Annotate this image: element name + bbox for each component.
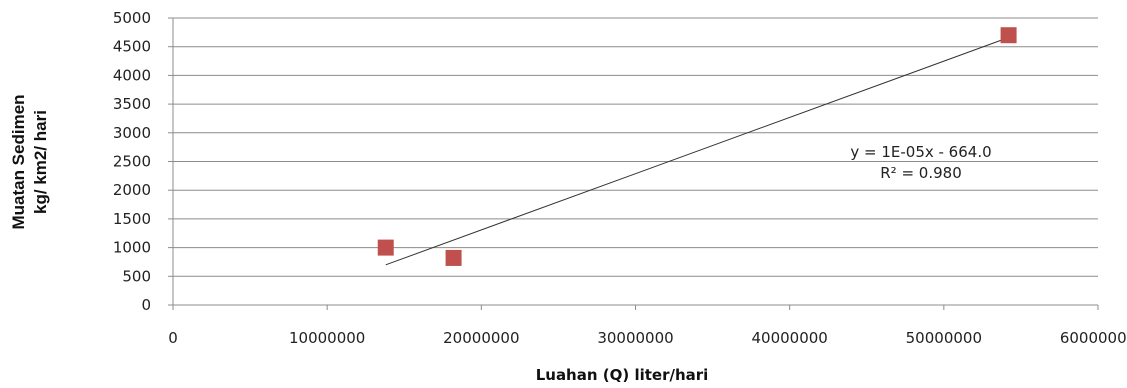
y-tick-label-3000: 3000	[113, 124, 151, 142]
y-tick-label-1500: 1500	[113, 210, 151, 228]
y-tick-label-1000: 1000	[113, 239, 151, 257]
axes	[168, 17, 1099, 310]
y-tick-label-4000: 4000	[113, 66, 151, 84]
x-tick-label-6: 60000000	[1060, 329, 1127, 347]
x-tick-label-4: 40000000	[751, 329, 827, 347]
x-tick-label-3: 30000000	[597, 329, 673, 347]
data-point-1	[377, 239, 394, 256]
x-tick-label-2: 20000000	[443, 329, 519, 347]
x-tick-label-0: 0	[168, 329, 178, 347]
trendline-group	[385, 37, 1009, 266]
y-axis-title-line-1: Muatan Sedimen	[9, 94, 28, 229]
gridlines	[173, 17, 1098, 277]
data-point-3	[1000, 27, 1017, 44]
y-tick-label-500: 500	[122, 267, 151, 285]
y-axis-title: Muatan Sedimen kg/ km2/ hari	[9, 94, 50, 229]
y-tick-label-0: 0	[141, 296, 151, 314]
y-tick-label-2500: 2500	[113, 153, 151, 171]
x-tick-label-1: 10000000	[289, 329, 365, 347]
y-axis-title-line-2: kg/ km2/ hari	[31, 110, 50, 214]
trendline	[385, 37, 1009, 266]
y-tick-label-3500: 3500	[113, 95, 151, 113]
y-tick-label-2000: 2000	[113, 181, 151, 199]
y-tick-label-4500: 4500	[113, 38, 151, 56]
x-tick-label-5: 50000000	[906, 329, 982, 347]
x-tick-labels: 0 10000000 20000000 30000000 40000000 5000000…	[168, 329, 1127, 347]
data-point-2	[445, 249, 462, 266]
y-tick-labels: 0 500 1000 1500 2000 2500 3000 3500 4000 4500 5000	[113, 9, 151, 314]
trendline-equation: y = 1E-05x - 664.0	[850, 143, 991, 161]
y-tick-label-5000: 5000	[113, 9, 151, 27]
data-points	[377, 27, 1017, 266]
x-axis-title: Luahan (Q) liter/hari	[536, 366, 709, 384]
trendline-r-squared: R² = 0.980	[880, 164, 961, 182]
